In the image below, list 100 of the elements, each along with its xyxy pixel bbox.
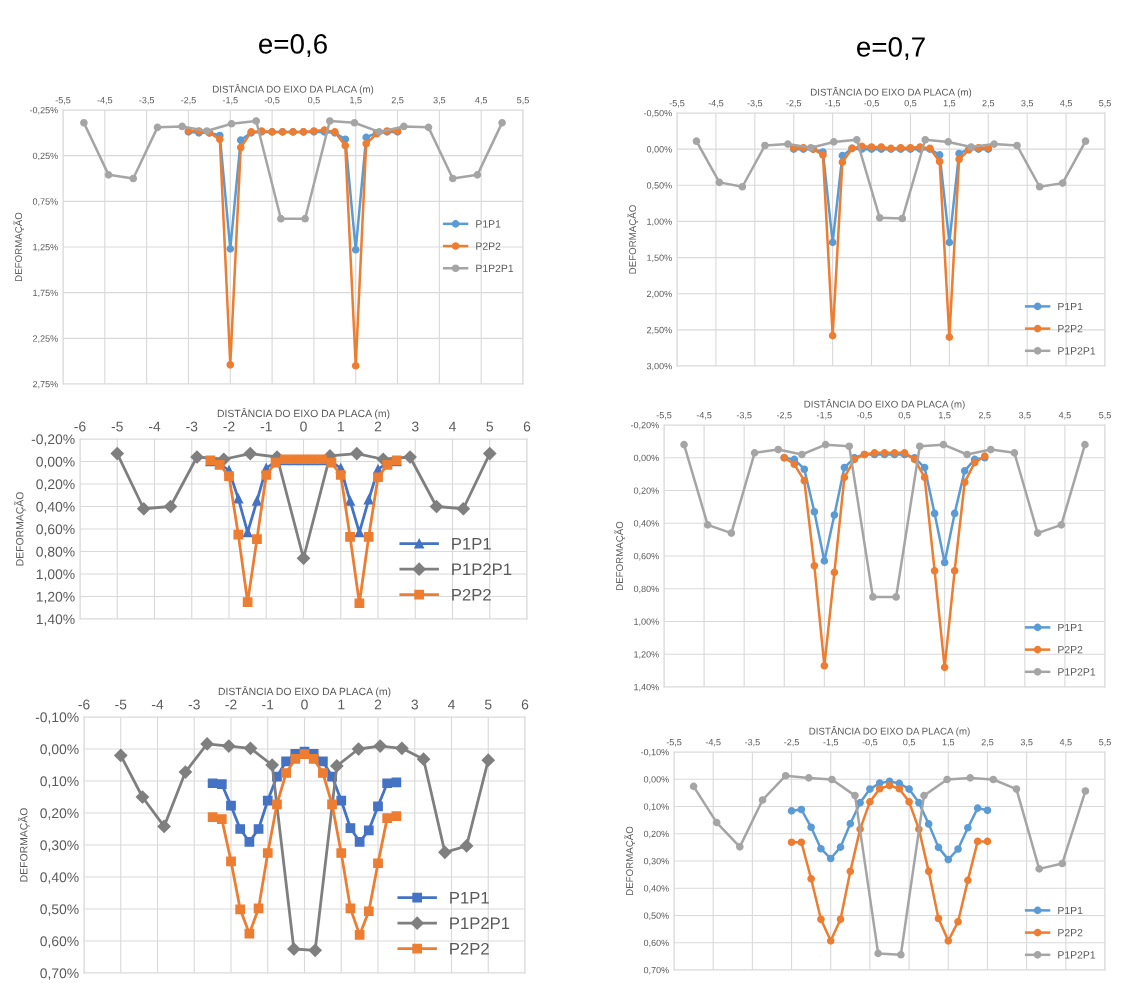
x-tick-label: 2,5 xyxy=(391,96,404,105)
x-tick-label: 3 xyxy=(411,421,419,432)
legend-label: P1P1 xyxy=(1058,906,1083,915)
x-tick-label: -1,5 xyxy=(823,739,839,747)
x-tick-label: 3,5 xyxy=(1021,99,1034,108)
y-axis-title: DEFORMAÇÃO xyxy=(18,808,30,882)
x-tick-label: 0,5 xyxy=(904,99,917,108)
y-tick-label: -0,50% xyxy=(643,109,672,118)
y-tick-label: 1,40% xyxy=(36,614,75,626)
y-tick-label: 0,00% xyxy=(633,454,659,463)
x-tick-label: 4,5 xyxy=(475,97,488,105)
chart-title: e=0,6 xyxy=(259,34,327,58)
y-tick-label: -0,20% xyxy=(630,421,659,430)
x-tick-label: 3 xyxy=(411,699,418,710)
x-tick-label: -4 xyxy=(148,421,161,432)
x-tick-label: -3,5 xyxy=(139,96,155,105)
x-tick-label: -2 xyxy=(223,421,235,432)
y-tick-label: 0,40% xyxy=(36,501,75,514)
x-tick-label: -0,5 xyxy=(264,96,280,105)
y-tick-label: 0,60% xyxy=(36,524,75,536)
x-tick-label: -5,5 xyxy=(55,97,71,105)
x-tick-label: -1 xyxy=(260,421,272,432)
x-tick-label: 5,5 xyxy=(1099,412,1111,420)
legend-label: P1P1 xyxy=(1058,302,1083,311)
x-tick-label: -0,5 xyxy=(864,99,879,108)
y-tick-label: 1,50% xyxy=(647,254,672,262)
x-tick-label: -0,5 xyxy=(857,411,872,420)
y-tick-label: -0,25% xyxy=(29,106,58,115)
x-tick-label: -4,5 xyxy=(708,100,724,108)
x-tick-label: -0,5 xyxy=(862,738,878,747)
y-tick-label: 0,50% xyxy=(643,912,669,920)
y-tick-label: 1,25% xyxy=(33,243,58,252)
legend-label: P1P1 xyxy=(452,538,491,550)
x-tick-label: -3 xyxy=(188,699,200,710)
y-tick-label: 0,80% xyxy=(633,585,659,594)
x-axis-title: DISTÂNCIA DO EIXO DA PLACA (m) xyxy=(217,407,390,420)
x-tick-label: -4 xyxy=(151,699,164,710)
legend-label: P1P2P1 xyxy=(476,264,514,272)
x-tick-label: 1 xyxy=(337,421,344,432)
y-tick-label: 0,80% xyxy=(36,546,75,559)
x-tick-label: -1,5 xyxy=(222,97,238,105)
legend-label: P2P2 xyxy=(450,942,489,955)
y-tick-label: 0,70% xyxy=(643,966,669,975)
y-tick-label: 1,40% xyxy=(634,683,659,692)
x-tick-label: 0 xyxy=(301,699,308,710)
y-tick-label: 0,50% xyxy=(646,182,672,190)
x-tick-label: -4,5 xyxy=(696,412,712,420)
y-tick-label: 0,10% xyxy=(40,776,79,788)
x-tick-label: 2 xyxy=(374,699,382,710)
x-tick-label: 5,5 xyxy=(1099,100,1111,108)
x-tick-label: 6 xyxy=(523,421,531,432)
y-tick-label: 0,70% xyxy=(40,968,79,980)
x-tick-label: -2,5 xyxy=(786,99,802,108)
y-tick-label: 2,50% xyxy=(647,326,672,335)
x-axis-title: DISTÂNCIA DO EIXO DA PLACA (m) xyxy=(213,84,374,95)
legend-label: P1P2P1 xyxy=(1058,668,1096,676)
x-tick-label: 0,5 xyxy=(903,738,915,747)
x-tick-label: -1,5 xyxy=(816,412,832,420)
x-tick-label: 1 xyxy=(338,699,345,710)
y-tick-label: 1,00% xyxy=(36,569,75,581)
y-tick-label: -0,10% xyxy=(35,712,79,724)
legend-label: P1P1 xyxy=(450,892,489,904)
y-tick-label: 0,00% xyxy=(646,146,672,154)
y-tick-label: 0,60% xyxy=(633,552,659,561)
y-tick-label: 0,60% xyxy=(40,936,79,948)
x-tick-label: -2,5 xyxy=(181,96,196,105)
y-tick-label: 0,20% xyxy=(633,487,659,495)
y-tick-label: 0,75% xyxy=(32,198,58,206)
x-tick-label: -4,5 xyxy=(97,97,113,105)
x-axis-title: DISTÂNCIA DO EIXO DA PLACA (m) xyxy=(811,87,972,98)
legend-label: P2P2 xyxy=(1058,645,1083,654)
legend-label: P1P2P1 xyxy=(1058,951,1096,959)
y-tick-label: 0,50% xyxy=(40,904,79,916)
x-tick-label: 2,5 xyxy=(981,738,994,747)
y-tick-label: 0,10% xyxy=(643,803,669,811)
y-tick-label: 2,00% xyxy=(647,290,672,299)
y-tick-label: 1,75% xyxy=(33,289,58,298)
x-tick-label: 5,5 xyxy=(1099,739,1111,747)
y-tick-label: 1,20% xyxy=(36,591,75,604)
x-tick-label: -5,5 xyxy=(656,412,672,420)
y-tick-label: 1,20% xyxy=(634,651,659,659)
legend-label: P2P2 xyxy=(452,588,491,601)
x-tick-label: 1,5 xyxy=(939,412,951,420)
y-tick-label: 2,75% xyxy=(33,380,58,389)
legend-label: P1P2P1 xyxy=(450,917,510,930)
x-tick-label: 4,5 xyxy=(1059,739,1072,747)
chart-title: e=0,7 xyxy=(857,37,925,61)
y-axis-title: DEFORMAÇÃO xyxy=(13,212,24,282)
x-tick-label: -6 xyxy=(74,421,86,432)
x-tick-label: -2,5 xyxy=(776,411,792,420)
legend-label: P1P2P1 xyxy=(1058,347,1096,355)
x-tick-label: -2 xyxy=(225,699,237,710)
y-tick-label: 0,40% xyxy=(40,872,79,884)
x-tick-label: -3,5 xyxy=(736,411,752,420)
x-axis-title: DISTÂNCIA DO EIXO DA PLACA (m) xyxy=(218,685,391,698)
x-tick-label: 1,5 xyxy=(350,97,362,105)
x-tick-label: -3,5 xyxy=(747,99,763,108)
x-tick-label: -3 xyxy=(186,421,198,432)
x-tick-label: 0,5 xyxy=(307,96,320,105)
x-tick-label: 3,5 xyxy=(1018,411,1031,420)
